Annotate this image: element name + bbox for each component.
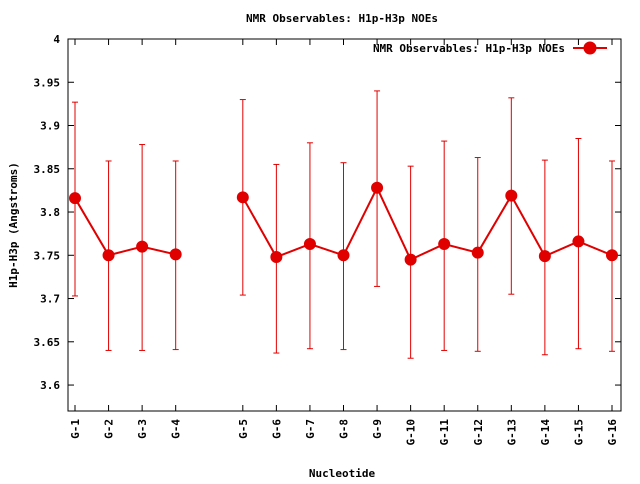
data-point bbox=[538, 250, 551, 263]
data-point bbox=[438, 238, 451, 251]
series-line bbox=[74, 197, 176, 257]
series-line bbox=[241, 185, 613, 261]
data-point bbox=[102, 249, 115, 262]
x-tick-label: G-4 bbox=[170, 419, 183, 439]
plot-area: 3.6 3.65 3.7 3.75 3.8 3.85 3.9 3.95 4 G-1 G-2 G-3 G-… bbox=[34, 33, 622, 446]
y-tick-label: 3.6 bbox=[40, 379, 60, 392]
y-axis-label: H1p-H3p (Angstroms) bbox=[7, 162, 20, 288]
x-tick-label: G-13 bbox=[505, 419, 518, 446]
data-point bbox=[236, 191, 249, 204]
y-tick-label: 3.85 bbox=[34, 163, 61, 176]
chart-title: NMR Observables: H1p-H3p NOEs bbox=[246, 12, 438, 25]
x-axis-label: Nucleotide bbox=[309, 467, 376, 480]
legend-marker bbox=[583, 41, 597, 55]
x-tick-label: G-14 bbox=[539, 419, 552, 446]
data-point bbox=[572, 235, 585, 248]
x-tick-label: G-12 bbox=[472, 419, 485, 446]
data-point bbox=[303, 238, 316, 251]
y-tick-label: 3.65 bbox=[34, 336, 61, 349]
legend: NMR Observables: H1p-H3p NOEs bbox=[373, 41, 607, 55]
plot-frame bbox=[67, 38, 622, 412]
x-tick-label: G-2 bbox=[103, 419, 116, 439]
data-point bbox=[337, 249, 350, 262]
y-tick-label: 3.7 bbox=[40, 293, 60, 306]
y-tick-label: 3.9 bbox=[40, 120, 60, 133]
data-point bbox=[136, 240, 149, 253]
x-tick-label: G-3 bbox=[136, 419, 149, 439]
data-point bbox=[505, 189, 518, 202]
data-point bbox=[471, 246, 484, 259]
y-tick-label: 4 bbox=[53, 33, 60, 46]
legend-label: NMR Observables: H1p-H3p NOEs bbox=[373, 42, 565, 55]
y-tick-label: 3.8 bbox=[40, 206, 60, 219]
x-tick-label: G-15 bbox=[572, 419, 585, 446]
x-tick-label: G-5 bbox=[237, 419, 250, 439]
data-point bbox=[169, 248, 182, 261]
y-tick-label: 3.75 bbox=[34, 249, 61, 262]
x-tick-label: G-8 bbox=[338, 419, 351, 439]
x-tick-label: G-1 bbox=[69, 419, 82, 439]
data-point bbox=[69, 192, 81, 205]
y-tick-label: 3.95 bbox=[34, 76, 61, 89]
x-tick-label: G-6 bbox=[270, 419, 283, 439]
data-point bbox=[270, 251, 283, 264]
x-tick-label: G-10 bbox=[405, 419, 418, 446]
data-point bbox=[606, 249, 618, 262]
x-tick-label: G-16 bbox=[606, 419, 619, 446]
data-point bbox=[371, 181, 384, 194]
x-tick-label: G-7 bbox=[304, 419, 317, 439]
x-tick-label: G-11 bbox=[438, 419, 451, 446]
data-point bbox=[404, 253, 417, 266]
x-tick-label: G-9 bbox=[371, 419, 384, 439]
